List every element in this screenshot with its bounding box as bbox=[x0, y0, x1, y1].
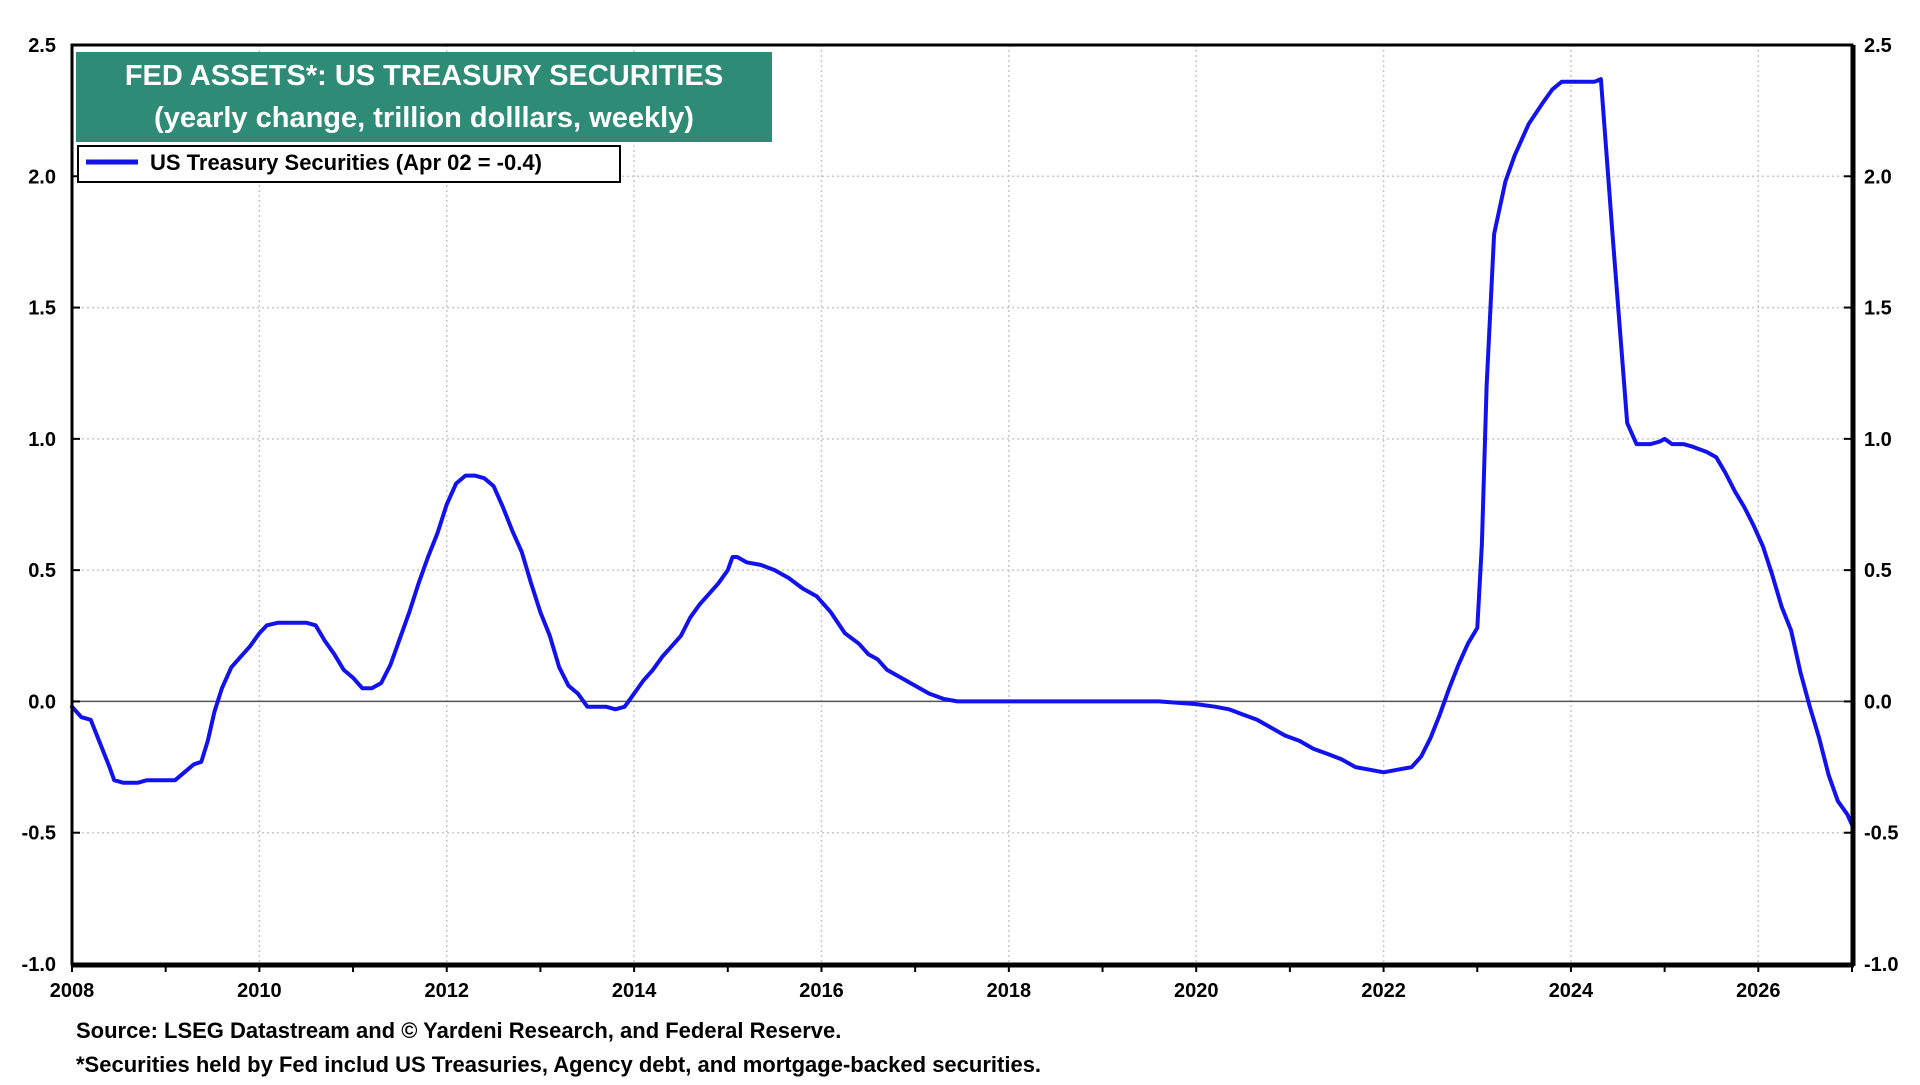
x-tick-label: 2016 bbox=[799, 980, 844, 1002]
y-tick-label-right: 0.5 bbox=[1864, 560, 1892, 582]
source-note: Source: LSEG Datastream and © Yardeni Re… bbox=[76, 1018, 842, 1043]
title-background bbox=[76, 52, 772, 142]
y-tick-label-left: 1.0 bbox=[28, 429, 56, 451]
x-tick-label: 2008 bbox=[50, 980, 95, 1002]
legend-box bbox=[77, 145, 621, 183]
plot-frame bbox=[70, 43, 1854, 966]
y-tick-label-left: 1.5 bbox=[28, 298, 56, 320]
legend: US Treasury Securities (Apr 02 = -0.4) bbox=[77, 145, 621, 183]
y-tick-label-left: -0.5 bbox=[22, 823, 56, 845]
series-layer bbox=[70, 77, 1854, 827]
y-tick-label-left: 2.0 bbox=[28, 166, 56, 188]
chart-subtitle: (yearly change, trillion dolllars, weekl… bbox=[154, 102, 694, 134]
x-tick-label: 2024 bbox=[1549, 980, 1594, 1002]
y-tick-label-right: 0.0 bbox=[1864, 691, 1892, 713]
x-tick-label: 2010 bbox=[237, 980, 282, 1002]
grid-layer bbox=[72, 45, 1852, 964]
y-tick-label-right: -1.0 bbox=[1864, 954, 1898, 976]
y-tick-label-left: 2.5 bbox=[28, 35, 56, 57]
legend-label: US Treasury Securities (Apr 02 = -0.4) bbox=[150, 150, 542, 175]
axes-layer bbox=[70, 43, 1856, 968]
y-tick-label-right: 1.5 bbox=[1864, 298, 1892, 320]
x-tick-label: 2020 bbox=[1174, 980, 1219, 1002]
chart-title: FED ASSETS*: US TREASURY SECURITIES bbox=[125, 60, 723, 92]
y-tick-label-right: -0.5 bbox=[1864, 823, 1898, 845]
y-tick-label-right: 1.0 bbox=[1864, 429, 1892, 451]
x-tick-label: 2012 bbox=[424, 980, 469, 1002]
x-tick-label: 2014 bbox=[612, 980, 657, 1002]
y-tick-label-left: 0.0 bbox=[28, 691, 56, 713]
x-tick-label: 2026 bbox=[1736, 980, 1781, 1002]
x-tick-label: 2022 bbox=[1361, 980, 1406, 1002]
y-tick-label-left: -1.0 bbox=[22, 954, 56, 976]
y-tick-label-right: 2.0 bbox=[1864, 166, 1892, 188]
title-box: FED ASSETS*: US TREASURY SECURITIES (yea… bbox=[76, 52, 772, 142]
y-tick-label-right: 2.5 bbox=[1864, 35, 1892, 57]
footnote: *Securities held by Fed includ US Treasu… bbox=[76, 1052, 1042, 1077]
x-tick-label: 2018 bbox=[987, 980, 1032, 1002]
series-line bbox=[70, 77, 1854, 827]
ticks-layer: -1.0 -1.0 -0.5 -0.5 0.0 0.0 0.5 0.5 1.0 1.0 1.5 1.5… bbox=[22, 35, 1899, 1002]
y-tick-label-left: 0.5 bbox=[28, 560, 56, 582]
